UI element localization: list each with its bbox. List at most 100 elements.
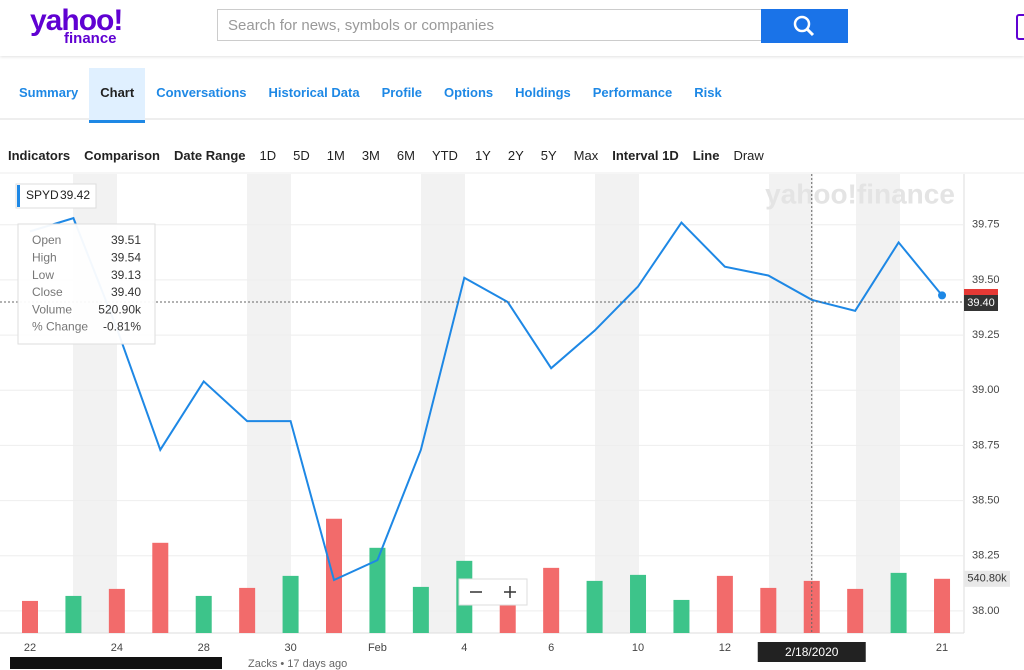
x-tick-label: 28 (198, 642, 210, 654)
range-button[interactable]: 2Y (507, 148, 524, 163)
x-tick-label: 10 (632, 642, 644, 654)
y-tick-label: 39.00 (972, 384, 1000, 396)
tab[interactable]: Risk (694, 85, 722, 100)
tooltip-label: Close (32, 285, 63, 299)
range-button[interactable]: 6M (396, 148, 415, 163)
legend-swatch (17, 185, 20, 207)
mail-icon[interactable] (1016, 14, 1024, 40)
x-tick-label: 4 (461, 642, 467, 654)
y-tick-label: 39.25 (972, 329, 1000, 341)
price-flag (964, 288, 998, 295)
y-tick-label: 39.50 (972, 274, 1000, 286)
tooltip-value: 520.90k (98, 302, 142, 316)
x-tick-label: 12 (719, 642, 731, 654)
volume-bar (716, 575, 733, 633)
price-label-bg (964, 294, 998, 311)
date-label-bg (757, 642, 866, 662)
volume-bar (22, 600, 38, 633)
chart-type[interactable]: Line (692, 148, 720, 163)
volume-bar (673, 599, 690, 633)
x-tick-label: 6 (548, 642, 554, 654)
tooltip-value: 39.13 (111, 268, 141, 282)
search-button[interactable] (761, 9, 848, 43)
volume-bar (890, 572, 907, 633)
x-tick-label: Feb (368, 642, 387, 654)
range-button[interactable]: 5Y (540, 148, 557, 163)
volume-bar (760, 587, 777, 633)
volume-label-bg (964, 570, 1010, 587)
tab[interactable]: Conversations (156, 85, 247, 100)
y-tick-label: 39.75 (972, 219, 1000, 231)
tab[interactable]: Performance (592, 85, 673, 100)
header: yahoo! finance Search for news, symbols … (0, 0, 1024, 56)
volume-bar (630, 574, 647, 633)
interval-value: 1D (662, 148, 679, 163)
search-icon (793, 15, 815, 37)
indicators[interactable]: Indicators (8, 148, 71, 163)
x-tick-label: 24 (111, 642, 123, 654)
legend-name: SPYD (26, 188, 59, 202)
volume-bar (239, 587, 256, 633)
volume-bar (326, 518, 343, 633)
y-tick-label: 38.00 (972, 605, 1000, 617)
volume-bar (412, 586, 429, 633)
range-button[interactable]: 5D (293, 148, 310, 163)
tooltip-value: 39.40 (111, 285, 141, 299)
volume-bar (195, 595, 212, 633)
news-thumb[interactable] (10, 657, 222, 669)
comparison[interactable]: Comparison (84, 148, 160, 163)
y-tick-label: 38.50 (972, 495, 1000, 507)
last-point (938, 291, 947, 300)
tooltip-label: High (32, 250, 57, 264)
search-box[interactable]: Search for news, symbols or companies (217, 9, 761, 41)
range-button[interactable]: YTD (431, 148, 458, 163)
draw[interactable]: Draw (733, 148, 764, 163)
volume-bar (152, 542, 169, 633)
tab[interactable]: Profile (381, 85, 423, 100)
volume-bar (108, 588, 125, 633)
ranges: 1D 5D 1M 3M 6M YTD 1Y 2Y 5Y Max (260, 148, 599, 163)
volume-bar (847, 588, 864, 633)
volume-bar (934, 578, 951, 633)
date-label: 2/18/2020 (785, 645, 839, 659)
range-button[interactable]: 1D (259, 148, 277, 163)
range-button[interactable]: 3M (361, 148, 380, 163)
zoom-controls[interactable] (458, 578, 528, 606)
tooltip-value: 39.54 (111, 250, 141, 264)
tooltip: Open 39.51 High 39.54 Low 39.13 Close 39.40 Volu… (17, 223, 156, 345)
tab[interactable]: Historical Data (268, 85, 360, 100)
range-button[interactable]: 1M (326, 148, 345, 163)
date-range[interactable]: Date Range (173, 148, 246, 163)
x-tick-label: 21 (936, 642, 948, 654)
volume-bar (369, 547, 386, 633)
bands (73, 174, 900, 633)
interval[interactable]: Interval 1D (612, 148, 679, 163)
tooltip-label: Open (32, 233, 61, 247)
range-button[interactable]: 1Y (474, 148, 491, 163)
news-source: Zacks • 17 days ago (248, 658, 348, 670)
x-tick-label: 30 (284, 642, 296, 654)
tab[interactable]: Chart (89, 68, 146, 123)
tab[interactable]: Holdings (515, 85, 571, 100)
volume-bar (543, 567, 560, 633)
range-button[interactable]: Max (573, 148, 599, 163)
volume-bar (282, 575, 299, 633)
volume-bar (65, 595, 82, 633)
toolbar: Indicators Comparison Date Range 1D 5D 1M 3… (8, 148, 764, 163)
y-tick-label: 38.25 (972, 550, 1000, 562)
logo[interactable]: yahoo! (30, 4, 123, 37)
chart: yahoo!finance 38.00 38.25 38.50 38.75 39.00 3… (0, 172, 1024, 662)
watermark: yahoo!finance (765, 178, 955, 209)
tab[interactable]: Options (444, 85, 494, 100)
tooltip-label: Volume (32, 302, 72, 316)
tabs: Summary Chart Conversations Historical Data… (0, 68, 1024, 123)
tooltip-value: -0.81% (103, 320, 141, 334)
logo-sub: finance (64, 30, 117, 47)
x-tick-label: 22 (24, 642, 36, 654)
volume-bar (499, 601, 516, 633)
tooltip-label: % Change (32, 320, 88, 334)
legend-box (15, 183, 97, 209)
tab[interactable]: Summary (19, 85, 79, 100)
tooltip-value: 39.51 (111, 233, 141, 247)
